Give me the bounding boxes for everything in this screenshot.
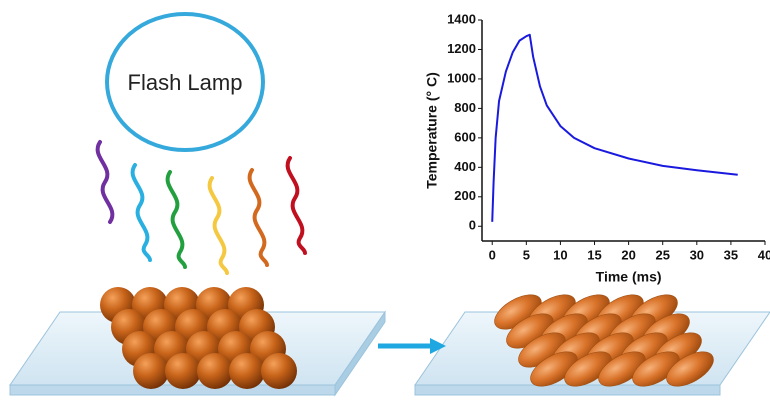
y-tick-label: 0	[469, 218, 476, 233]
y-axis-label: Temperature (° C)	[424, 72, 440, 189]
x-tick-label: 25	[655, 247, 669, 262]
x-tick-label: 30	[690, 247, 704, 262]
x-tick-label: 40	[758, 247, 770, 262]
particle	[229, 353, 265, 389]
y-tick-label: 200	[454, 188, 476, 203]
particle	[197, 353, 233, 389]
y-tick-label: 400	[454, 159, 476, 174]
lamp-label: Flash Lamp	[128, 70, 243, 95]
y-tick-label: 800	[454, 100, 476, 115]
wave	[288, 158, 305, 253]
light-waves	[98, 142, 305, 273]
x-tick-label: 35	[724, 247, 738, 262]
x-tick-label: 15	[587, 247, 601, 262]
chart: 0 200 400 600 800 1000 1200 1400 0 5 10 15 20 25 30 35 4…	[424, 11, 770, 284]
x-tick-label: 20	[621, 247, 635, 262]
y-tick-label: 600	[454, 129, 476, 144]
wave	[250, 170, 267, 265]
wave	[168, 172, 185, 267]
wave	[210, 178, 227, 273]
series-line	[492, 35, 737, 222]
y-tick-label: 1200	[447, 41, 476, 56]
wave	[133, 165, 150, 260]
wave	[98, 142, 113, 222]
x-tick-label: 0	[489, 247, 496, 262]
y-tick-label: 1000	[447, 70, 476, 85]
x-tick-label: 10	[553, 247, 567, 262]
figure: Flash Lamp 0 200 400 600 800 1000 1200 1400 0 5 10…	[0, 0, 770, 400]
particle	[261, 353, 297, 389]
x-tick-label: 5	[523, 247, 530, 262]
particle	[133, 353, 169, 389]
particle	[165, 353, 201, 389]
x-axis-label: Time (ms)	[596, 269, 662, 285]
y-tick-label: 1400	[447, 11, 476, 26]
arrow	[378, 338, 446, 354]
